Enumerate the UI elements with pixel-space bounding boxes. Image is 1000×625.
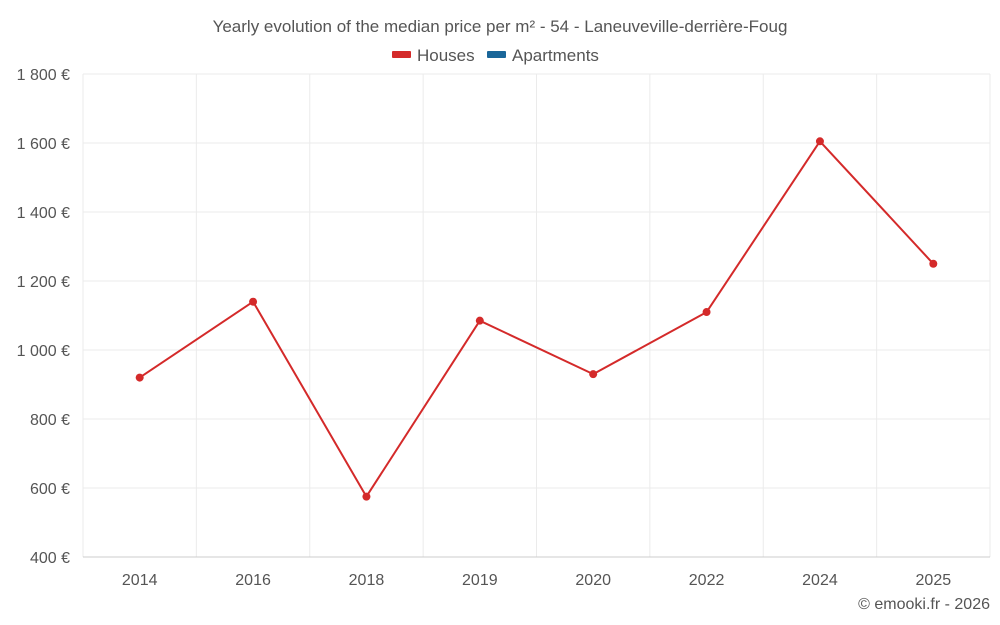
legend-label-apartments[interactable]: Apartments <box>512 46 599 65</box>
x-tick-label: 2019 <box>462 572 498 589</box>
legend-label-houses[interactable]: Houses <box>417 46 475 65</box>
y-tick-label: 800 € <box>30 412 70 429</box>
data-point-houses[interactable] <box>135 373 144 382</box>
y-tick-label: 400 € <box>30 550 70 567</box>
chart-title: Yearly evolution of the median price per… <box>213 17 788 36</box>
credit-text: © emooki.fr - 2026 <box>858 596 990 613</box>
legend: Houses Apartments <box>392 46 599 65</box>
x-tick-label: 2016 <box>235 572 271 589</box>
data-point-houses[interactable] <box>249 297 258 306</box>
legend-swatch-houses[interactable] <box>392 51 411 58</box>
x-tick-label: 2020 <box>575 572 611 589</box>
series-line-houses <box>139 140 935 498</box>
data-point-houses[interactable] <box>362 492 371 501</box>
legend-swatch-apartments[interactable] <box>487 51 506 58</box>
x-gridlines <box>82 74 991 557</box>
x-tick-label: 2014 <box>122 572 158 589</box>
x-tick-label: 2025 <box>916 572 952 589</box>
y-tick-label: 1 600 € <box>17 136 70 153</box>
data-point-houses[interactable] <box>589 370 598 379</box>
y-tick-label: 600 € <box>30 481 70 498</box>
x-axis-labels: 2014 2016 2018 2019 2020 2022 2024 2025 <box>122 572 951 589</box>
x-tick-label: 2022 <box>689 572 725 589</box>
x-tick-label: 2018 <box>349 572 385 589</box>
y-tick-label: 1 800 € <box>17 67 70 84</box>
data-point-houses[interactable] <box>475 316 484 325</box>
data-point-houses[interactable] <box>929 259 938 268</box>
series-layer <box>135 137 938 501</box>
y-tick-label: 1 000 € <box>17 343 70 360</box>
data-point-houses[interactable] <box>702 308 711 317</box>
data-point-houses[interactable] <box>815 137 824 146</box>
x-tick-label: 2024 <box>802 572 838 589</box>
y-tick-label: 1 200 € <box>17 274 70 291</box>
y-axis-labels: 400 € 600 € 800 € 1 000 € 1 200 € 1 400 € 1 60… <box>17 67 70 567</box>
y-tick-label: 1 400 € <box>17 205 70 222</box>
